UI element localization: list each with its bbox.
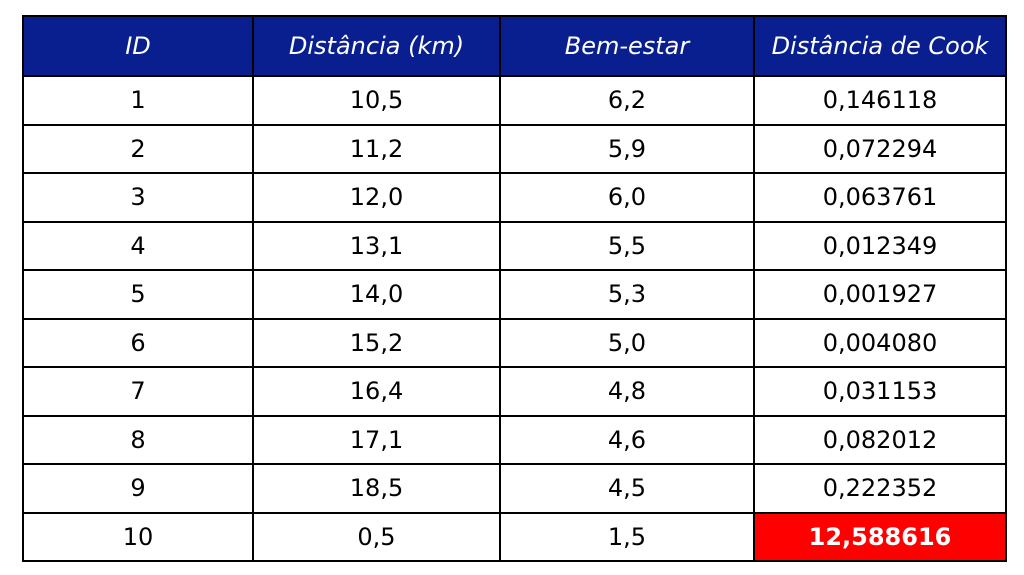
table-row: 9 18,5 4,5 0,222352 xyxy=(22,463,1007,514)
cell-distance: 10,5 xyxy=(252,75,501,126)
cell-distance: 13,1 xyxy=(252,220,501,271)
table-row: 10 0,5 1,5 12,588616 xyxy=(22,511,1007,562)
header-row: ID Distância (km) Bem-estar Distância de… xyxy=(22,15,1007,77)
column-header-wellbeing: Bem-estar xyxy=(499,15,755,77)
cell-id: 1 xyxy=(22,75,254,126)
cell-distance: 17,1 xyxy=(252,414,501,465)
cell-cooks-distance: 0,146118 xyxy=(753,75,1007,126)
cell-id: 5 xyxy=(22,269,254,320)
table-row: 6 15,2 5,0 0,004080 xyxy=(22,317,1007,368)
table-row: 3 12,0 6,0 0,063761 xyxy=(22,172,1007,223)
column-header-cooks-distance: Distância de Cook xyxy=(753,15,1007,77)
cell-id: 2 xyxy=(22,123,254,174)
cooks-distance-table: ID Distância (km) Bem-estar Distância de… xyxy=(22,15,1007,562)
cell-wellbeing: 4,6 xyxy=(499,414,755,465)
cell-id: 4 xyxy=(22,220,254,271)
cell-wellbeing: 6,2 xyxy=(499,75,755,126)
column-header-distance: Distância (km) xyxy=(252,15,501,77)
cell-cooks-distance: 0,001927 xyxy=(753,269,1007,320)
cell-cooks-distance: 0,082012 xyxy=(753,414,1007,465)
cell-distance: 16,4 xyxy=(252,366,501,417)
table-row: 4 13,1 5,5 0,012349 xyxy=(22,220,1007,271)
cell-distance: 12,0 xyxy=(252,172,501,223)
cell-distance: 18,5 xyxy=(252,463,501,514)
cell-cooks-distance: 0,063761 xyxy=(753,172,1007,223)
cell-distance: 11,2 xyxy=(252,123,501,174)
column-header-id: ID xyxy=(22,15,254,77)
cell-id: 3 xyxy=(22,172,254,223)
cell-distance: 15,2 xyxy=(252,317,501,368)
cell-wellbeing: 4,8 xyxy=(499,366,755,417)
cell-id: 8 xyxy=(22,414,254,465)
table-row: 2 11,2 5,9 0,072294 xyxy=(22,123,1007,174)
cell-cooks-distance: 0,031153 xyxy=(753,366,1007,417)
cell-wellbeing: 5,9 xyxy=(499,123,755,174)
cell-wellbeing: 5,5 xyxy=(499,220,755,271)
cell-wellbeing: 5,0 xyxy=(499,317,755,368)
cell-cooks-distance: 0,012349 xyxy=(753,220,1007,271)
cell-wellbeing: 6,0 xyxy=(499,172,755,223)
cell-distance: 0,5 xyxy=(252,511,501,562)
cell-wellbeing: 1,5 xyxy=(499,511,755,562)
table-row: 7 16,4 4,8 0,031153 xyxy=(22,366,1007,417)
cell-wellbeing: 5,3 xyxy=(499,269,755,320)
cell-cooks-distance: 0,072294 xyxy=(753,123,1007,174)
cell-id: 9 xyxy=(22,463,254,514)
table-row: 8 17,1 4,6 0,082012 xyxy=(22,414,1007,465)
table-row: 1 10,5 6,2 0,146118 xyxy=(22,75,1007,126)
cell-id: 6 xyxy=(22,317,254,368)
cell-cooks-distance: 0,004080 xyxy=(753,317,1007,368)
cell-id: 10 xyxy=(22,511,254,562)
table-row: 5 14,0 5,3 0,001927 xyxy=(22,269,1007,320)
cell-wellbeing: 4,5 xyxy=(499,463,755,514)
cell-id: 7 xyxy=(22,366,254,417)
cell-cooks-distance: 0,222352 xyxy=(753,463,1007,514)
cell-distance: 14,0 xyxy=(252,269,501,320)
cell-cooks-distance-outlier: 12,588616 xyxy=(753,511,1007,562)
